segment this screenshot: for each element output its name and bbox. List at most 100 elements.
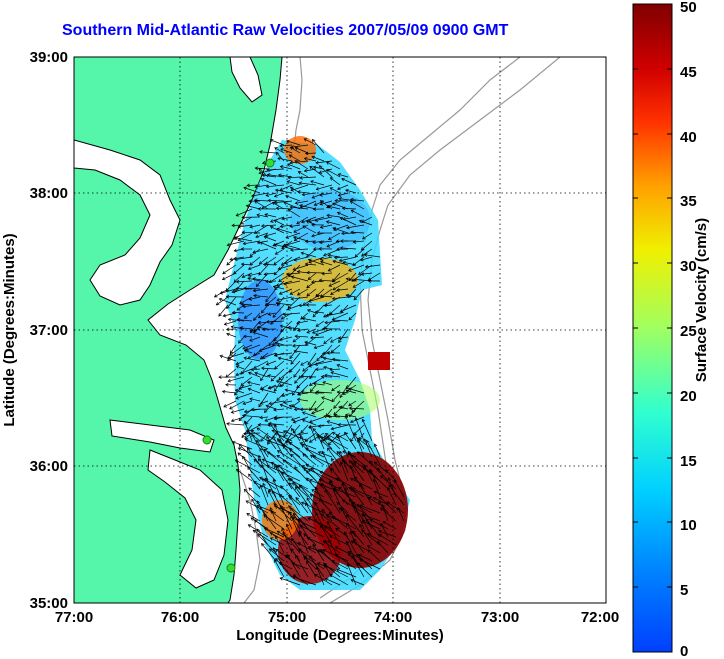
velocity-arrow <box>218 304 229 317</box>
velocity-arrow-head <box>250 430 255 434</box>
velocity-arrow <box>309 425 317 442</box>
velocity-arrow <box>278 368 293 381</box>
velocity-arrow-head <box>352 240 357 244</box>
velocity-arrow-head <box>279 403 284 408</box>
velocity-arrow-head <box>298 548 302 552</box>
velocity-arrow-head <box>281 471 285 476</box>
velocity-arrow <box>279 376 293 387</box>
velocity-arrow <box>361 272 373 275</box>
velocity-arrow-head <box>268 422 273 427</box>
velocity-arrow-head <box>308 382 313 386</box>
velocity-arrow <box>231 416 245 422</box>
velocity-arrow-head <box>290 297 295 301</box>
velocity-arrow-head <box>308 363 312 368</box>
velocity-arrow-head <box>309 493 314 498</box>
velocity-arrow <box>346 294 357 298</box>
velocity-arrow <box>323 312 333 318</box>
velocity-arrow <box>294 350 309 354</box>
velocity-arrow <box>364 438 373 458</box>
velocity-arrow <box>342 499 365 514</box>
velocity-arrow-head <box>303 168 308 173</box>
velocity-arrow-head <box>290 548 295 552</box>
velocity-arrow <box>307 352 317 365</box>
velocity-arrow-head <box>246 513 250 517</box>
velocity-arrow <box>310 454 325 466</box>
velocity-arrow <box>319 192 333 196</box>
velocity-arrow-head <box>317 549 322 553</box>
velocity-arrow-head <box>300 390 305 394</box>
x-tick-label: 72:00 <box>581 609 619 626</box>
velocity-arrow <box>291 400 301 408</box>
velocity-arrow <box>327 415 341 418</box>
velocity-arrow-head <box>336 247 340 252</box>
velocity-arrow-head <box>257 422 262 427</box>
velocity-arrow-head <box>276 450 281 454</box>
velocity-arrow-head <box>329 367 333 372</box>
velocity-arrow-head <box>293 257 298 262</box>
velocity-arrow <box>238 447 261 458</box>
velocity-arrow-head <box>271 342 276 346</box>
velocity-arrow-head <box>240 220 244 224</box>
velocity-arrow-head <box>325 313 329 318</box>
velocity-arrow-head <box>353 433 357 437</box>
velocity-arrow-head <box>323 314 327 318</box>
velocity-arrow <box>235 392 253 399</box>
velocity-arrow-head <box>259 355 264 360</box>
velocity-arrow-head <box>307 361 311 366</box>
velocity-arrow-head <box>243 420 248 425</box>
velocity-arrow <box>306 477 317 490</box>
velocity-arrow <box>333 400 341 409</box>
colorbar-label: Surface Velocity (cm/s) <box>693 218 710 382</box>
velocity-arrow-head <box>306 477 310 481</box>
velocity-arrow-head <box>281 393 285 398</box>
velocity-arrow <box>229 344 245 356</box>
velocity-arrow <box>270 226 285 234</box>
velocity-arrow-head <box>331 457 335 462</box>
velocity-arrow <box>274 432 293 442</box>
velocity-arrow-head <box>293 407 298 412</box>
velocity-arrow <box>338 328 349 343</box>
velocity-arrow <box>307 309 317 314</box>
velocity-arrow-head <box>359 558 363 562</box>
velocity-arrow-head <box>298 181 303 186</box>
velocity-arrow-head <box>272 285 277 289</box>
velocity-arrow <box>359 558 381 570</box>
velocity-arrow-head <box>300 435 304 440</box>
velocity-arrow-head <box>315 160 319 165</box>
velocity-arrow <box>359 220 373 226</box>
velocity-arrow-head <box>258 348 263 352</box>
velocity-arrow-head <box>313 345 318 349</box>
velocity-arrow-head <box>271 490 275 495</box>
velocity-arrow <box>265 256 277 265</box>
velocity-arrow <box>319 240 333 243</box>
velocity-arrow <box>334 256 349 258</box>
velocity-arrow <box>326 161 341 170</box>
velocity-arrow <box>271 461 293 474</box>
velocity-arrow-head <box>353 460 358 465</box>
velocity-arrow-head <box>256 325 261 330</box>
velocity-arrow-head <box>252 331 257 335</box>
velocity-arrow <box>354 505 365 530</box>
velocity-arrow <box>283 430 309 442</box>
velocity-arrow-head <box>301 219 305 224</box>
velocity-arrow <box>266 184 285 188</box>
velocity-arrow-head <box>300 465 305 469</box>
velocity-arrow <box>274 352 293 356</box>
velocity-arrow <box>382 521 397 530</box>
velocity-arrow <box>368 497 381 506</box>
velocity-arrow-head <box>236 317 241 322</box>
velocity-arrow <box>241 263 253 266</box>
velocity-arrow <box>311 280 325 283</box>
velocity-arrow <box>309 555 325 578</box>
velocity-arrow <box>353 280 365 288</box>
velocity-arrow <box>275 248 285 255</box>
velocity-arrow-head <box>345 540 350 545</box>
velocity-arrow <box>259 416 269 419</box>
velocity-arrow-head <box>233 248 238 253</box>
chesapeake-bay <box>74 139 181 306</box>
velocity-arrow <box>353 433 365 450</box>
velocity-arrow <box>331 424 349 430</box>
velocity-arrow-head <box>258 261 263 265</box>
velocity-arrow <box>236 365 245 370</box>
velocity-arrow-head <box>303 555 307 559</box>
